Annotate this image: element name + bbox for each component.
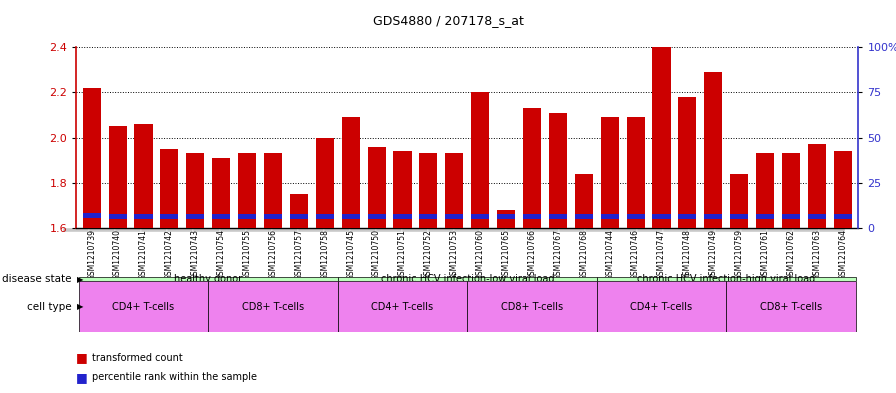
Text: percentile rank within the sample: percentile rank within the sample [92,372,257,382]
Bar [134,124,152,228]
Bar [238,153,256,228]
Bar [600,117,619,228]
Text: disease state: disease state [2,274,72,284]
Bar [704,72,722,228]
Bar [730,174,748,228]
Text: CD4+ T-cells: CD4+ T-cells [372,301,434,312]
Bar [238,215,256,219]
Bar [497,215,515,219]
Text: cell type: cell type [27,301,72,312]
Text: GDS4880 / 207178_s_at: GDS4880 / 207178_s_at [373,15,523,28]
Text: CD8+ T-cells: CD8+ T-cells [242,301,304,312]
Bar [264,153,282,228]
Bar [678,97,696,228]
Bar [600,215,619,219]
Bar [82,213,100,218]
Bar [678,215,696,219]
Bar [782,153,800,228]
Text: ▶: ▶ [77,302,83,311]
Text: ■: ■ [76,371,88,384]
Bar [730,215,748,219]
Bar [367,147,385,228]
Bar [341,215,360,219]
Bar [756,153,774,228]
Bar [393,151,411,228]
Bar [597,277,856,281]
Text: ▶: ▶ [77,275,83,283]
Bar [367,215,385,219]
Bar [338,281,468,332]
Bar [341,117,360,228]
Bar [289,194,308,228]
Bar [212,215,230,219]
Bar [808,215,826,219]
Bar [549,113,567,228]
Bar [549,215,567,219]
Bar [134,215,152,219]
Bar [186,153,204,228]
Bar [160,149,178,228]
Text: chronic HCV infection-low viral load: chronic HCV infection-low viral load [381,274,554,284]
Bar [79,281,208,332]
Bar [315,138,334,228]
Bar [315,215,334,219]
Bar [419,215,437,219]
Text: chronic HCV infection-high viral load: chronic HCV infection-high viral load [637,274,815,284]
Bar [574,215,593,219]
Bar [79,277,338,281]
Text: CD8+ T-cells: CD8+ T-cells [760,301,823,312]
Bar [808,144,826,228]
Bar [160,215,178,219]
Bar [523,108,541,228]
Bar [704,215,722,219]
Bar [626,215,645,219]
Bar [574,174,593,228]
Bar [338,277,597,281]
Text: healthy donor: healthy donor [174,274,242,284]
Text: CD8+ T-cells: CD8+ T-cells [501,301,563,312]
Bar [82,88,100,228]
Bar [626,117,645,228]
Bar [208,281,338,332]
Bar [264,215,282,219]
Bar [523,215,541,219]
Bar [497,210,515,228]
Bar [393,215,411,219]
Bar [727,281,856,332]
Bar [834,215,852,219]
Bar [108,215,126,219]
Bar [471,92,489,228]
Bar [289,215,308,219]
Text: transformed count: transformed count [92,353,183,363]
Bar [597,281,727,332]
Bar [445,215,463,219]
Bar [782,215,800,219]
Bar [468,281,597,332]
Bar [652,215,670,219]
Bar [108,126,126,228]
Bar [756,215,774,219]
Bar [445,153,463,228]
Bar [834,151,852,228]
Bar [471,215,489,219]
Text: ■: ■ [76,351,88,364]
Bar [186,215,204,219]
Bar [419,153,437,228]
Bar [212,158,230,228]
Text: CD4+ T-cells: CD4+ T-cells [631,301,693,312]
Bar [652,13,670,228]
Text: CD4+ T-cells: CD4+ T-cells [112,301,175,312]
